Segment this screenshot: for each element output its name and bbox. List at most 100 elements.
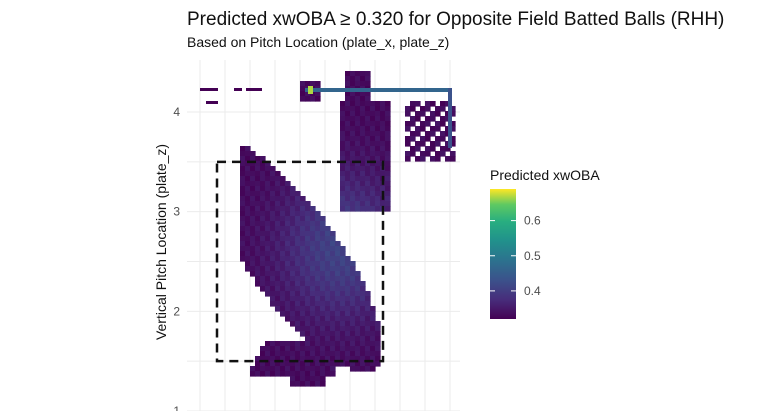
heatmap-cell — [290, 241, 296, 247]
heatmap-cell — [320, 236, 326, 242]
heatmap-cell — [260, 231, 266, 237]
heatmap-cell — [355, 206, 361, 212]
heatmap-cell — [345, 291, 351, 297]
heatmap-cell — [255, 251, 261, 257]
heatmap-cell — [450, 151, 456, 157]
heatmap-cell — [350, 286, 356, 292]
heatmap-cell — [340, 126, 346, 132]
heatmap-cell — [450, 156, 456, 162]
heatmap-cell — [360, 176, 366, 182]
heatmap-cell — [415, 116, 421, 122]
heatmap-cell — [365, 306, 371, 312]
heatmap-cell — [305, 326, 311, 332]
heatmap-cell — [310, 211, 316, 217]
heatmap-cell — [290, 306, 296, 312]
heatmap-cell — [330, 341, 336, 347]
heatmap-cell — [375, 121, 381, 127]
heatmap-cell — [345, 186, 351, 192]
heatmap-cell — [285, 356, 291, 362]
heatmap-cell — [315, 296, 321, 302]
heatmap-cell — [270, 276, 276, 282]
heatmap-cell — [320, 371, 326, 377]
heatmap-cell — [275, 206, 281, 212]
heatmap-cell — [305, 336, 311, 342]
heatmap-cell — [405, 151, 411, 157]
heatmap-cell — [305, 216, 311, 222]
heatmap-cell — [295, 356, 301, 362]
heatmap-cell — [350, 351, 356, 357]
heatmap-cell — [370, 116, 376, 122]
heatmap-cell — [320, 226, 326, 232]
heatmap-cell — [425, 121, 431, 127]
heatmap-cell — [335, 281, 341, 287]
heatmap-cell — [350, 206, 356, 212]
heatmap-cell — [360, 326, 366, 332]
heatmap-cell — [290, 211, 296, 217]
heatmap-cell — [320, 251, 326, 257]
heatmap-cell — [325, 316, 331, 322]
heatmap-cell — [260, 166, 266, 172]
heatmap-cell — [365, 321, 371, 327]
heatmap-cell — [360, 186, 366, 192]
heatmap-cell — [405, 156, 411, 162]
heatmap-cell — [305, 96, 311, 102]
heatmap-cell — [335, 311, 341, 317]
heatmap-cell — [380, 146, 386, 152]
heatmap-cell — [345, 171, 351, 177]
heatmap-cell — [265, 201, 271, 207]
heatmap-cell — [270, 196, 276, 202]
heatmap-cell — [315, 381, 321, 387]
heatmap-cell — [385, 146, 391, 152]
heatmap-cell — [300, 236, 306, 242]
heatmap-cell — [305, 266, 311, 272]
heatmap-cell — [385, 166, 391, 172]
heatmap-cell — [440, 101, 446, 107]
heatmap-cell — [425, 146, 431, 152]
heatmap-cell — [315, 241, 321, 247]
heatmap-cell — [360, 121, 366, 127]
heatmap-cell — [265, 356, 271, 362]
heatmap-cell — [320, 366, 326, 372]
heatmap-cell — [250, 216, 256, 222]
heatmap-cell — [310, 296, 316, 302]
heatmap-cell — [245, 146, 251, 152]
heatmap-cell — [385, 106, 391, 112]
heatmap-cell — [275, 366, 281, 372]
heatmap-cell — [345, 346, 351, 352]
heatmap-cell — [255, 186, 261, 192]
heatmap-cell — [265, 226, 271, 232]
heatmap-cell — [275, 286, 281, 292]
heatmap-cell — [360, 321, 366, 327]
heatmap-cell — [295, 326, 301, 332]
heatmap-cell — [295, 196, 301, 202]
heatmap-cell — [350, 181, 356, 187]
heatmap-cell — [260, 246, 266, 252]
heatmap-cell — [265, 211, 271, 217]
heatmap-cell — [370, 151, 376, 157]
heatmap-cell — [365, 136, 371, 142]
heatmap-cell — [265, 181, 271, 187]
heatmap-cell — [330, 276, 336, 282]
heatmap-cell — [315, 376, 321, 382]
heatmap-cell — [295, 246, 301, 252]
heatmap-cell — [255, 281, 261, 287]
heatmap-cell — [375, 156, 381, 162]
heatmap-cell — [310, 226, 316, 232]
heatmap-cell — [315, 211, 321, 217]
heatmap-cell — [440, 116, 446, 122]
heatmap-cell — [335, 326, 341, 332]
heatmap-cell — [335, 356, 341, 362]
heatmap-cell — [325, 286, 331, 292]
heatmap-cell — [330, 336, 336, 342]
heatmap-cell — [295, 341, 301, 347]
heatmap-cell — [355, 271, 361, 277]
heatmap-cell — [330, 311, 336, 317]
heatmap-cell — [360, 286, 366, 292]
heatmap-cell — [305, 236, 311, 242]
heatmap-cell — [340, 301, 346, 307]
heatmap-cell — [320, 336, 326, 342]
heatmap-cell — [365, 356, 371, 362]
heatmap-cell — [325, 246, 331, 252]
heatmap-cell — [260, 356, 266, 362]
heatmap-cell — [315, 311, 321, 317]
